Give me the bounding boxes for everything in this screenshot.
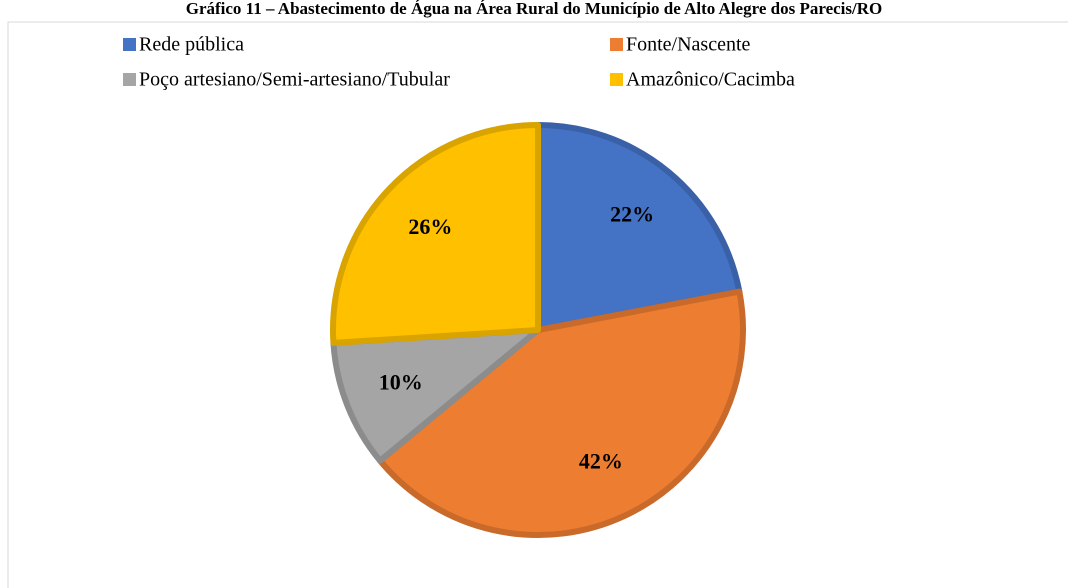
- data-label: 42%: [579, 449, 623, 474]
- data-label: 10%: [379, 369, 423, 394]
- legend-label: Rede pública: [139, 34, 244, 56]
- data-label: 22%: [610, 201, 654, 226]
- legend-swatch: [610, 38, 623, 51]
- pie-slice: [330, 122, 541, 346]
- legend-swatch: [610, 73, 623, 86]
- chart-title: Gráfico 11 – Abastecimento de Água na Ár…: [186, 0, 883, 18]
- legend-swatch: [123, 73, 136, 86]
- legend-label: Poço artesiano/Semi-artesiano/Tubular: [139, 69, 450, 91]
- legend-swatch: [123, 38, 136, 51]
- pie-slice: [535, 122, 743, 333]
- pie-slice: [377, 288, 746, 538]
- pie-slice: [330, 327, 541, 464]
- legend-label: Fonte/Nascente: [626, 34, 751, 56]
- legend-label: Amazônico/Cacimba: [626, 69, 795, 91]
- data-label: 26%: [408, 214, 452, 239]
